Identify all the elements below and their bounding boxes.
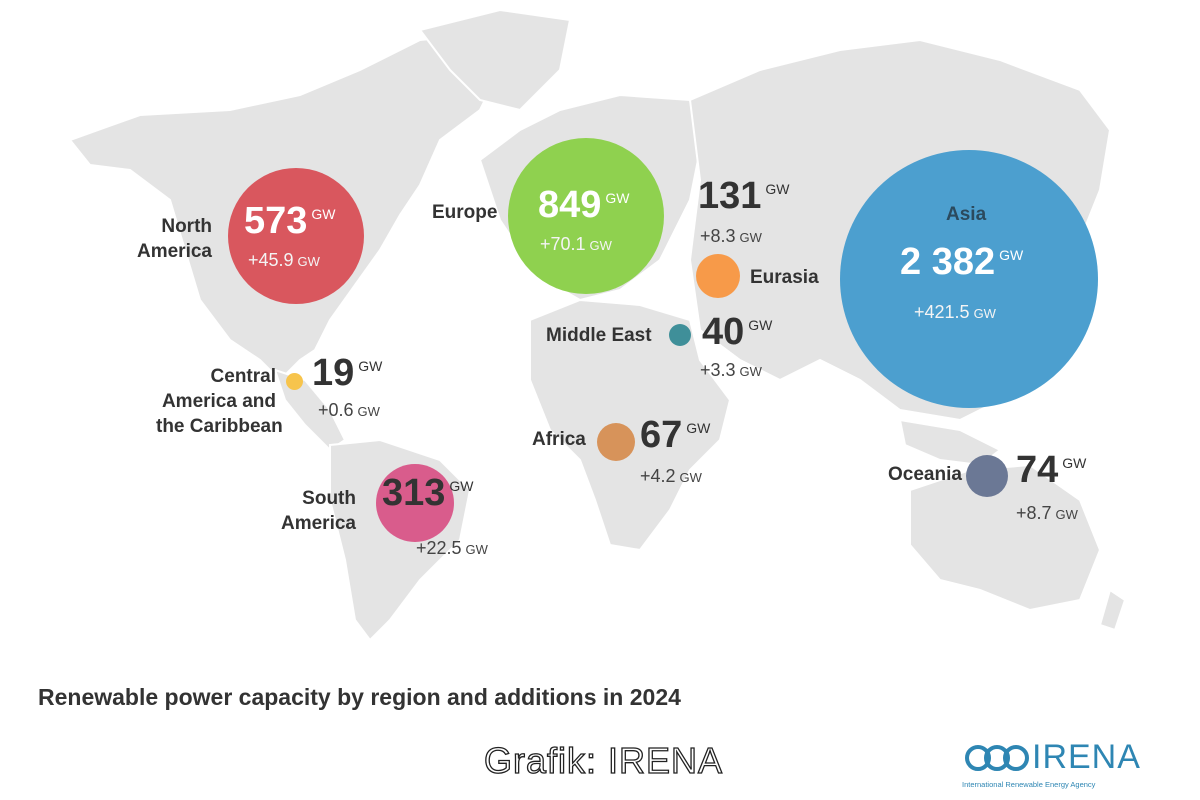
landmass-new-zealand bbox=[1098, 588, 1127, 632]
bubble-oceania bbox=[966, 455, 1008, 497]
logo-name: IRENA bbox=[1032, 738, 1141, 776]
capacity-label-asia: 2 382 GW bbox=[900, 241, 1023, 284]
capacity-value: 131 bbox=[698, 175, 762, 217]
region-label-central-america: Central America and the Caribbean bbox=[156, 366, 283, 437]
addition-label-eurasia: +8.3 GW bbox=[700, 226, 762, 247]
addition-value: +45.9 bbox=[248, 250, 294, 270]
region-label-eurasia: Eurasia bbox=[750, 267, 819, 288]
capacity-label-middle-east: 40 GW bbox=[702, 311, 772, 354]
addition-unit: GW bbox=[1055, 507, 1078, 522]
capacity-value: 19 bbox=[312, 352, 355, 394]
irena-logo: IRENA International Renewable Energy Age… bbox=[962, 736, 1162, 792]
region-label-middle-east: Middle East bbox=[546, 325, 652, 346]
addition-label-asia: +421.5 GW bbox=[914, 302, 996, 323]
addition-value: +0.6 bbox=[318, 400, 354, 420]
capacity-unit: GW bbox=[449, 478, 474, 494]
capacity-value: 67 bbox=[640, 414, 683, 456]
landmass-australia bbox=[909, 463, 1102, 612]
landmass-africa bbox=[529, 298, 732, 552]
addition-unit: GW bbox=[589, 238, 612, 253]
irena-logo-icon bbox=[965, 745, 1029, 771]
capacity-unit: GW bbox=[1062, 455, 1087, 471]
bubble-north-america bbox=[228, 168, 364, 304]
bubble-europe bbox=[508, 138, 664, 294]
addition-unit: GW bbox=[357, 404, 380, 419]
capacity-unit: GW bbox=[358, 358, 383, 374]
addition-unit: GW bbox=[739, 230, 762, 245]
addition-value: +8.7 bbox=[1016, 503, 1052, 523]
addition-unit: GW bbox=[465, 542, 488, 557]
bubble-central-america bbox=[286, 373, 303, 390]
region-label-oceania: Oceania bbox=[888, 464, 962, 485]
capacity-value: 2 382 bbox=[900, 241, 996, 283]
capacity-value: 313 bbox=[382, 472, 446, 514]
landmass-greenland bbox=[418, 8, 572, 112]
bubble-africa bbox=[597, 423, 635, 461]
capacity-label-north-america: 573 GW bbox=[244, 200, 336, 243]
capacity-label-oceania: 74 GW bbox=[1016, 449, 1086, 492]
addition-label-oceania: +8.7 GW bbox=[1016, 503, 1078, 524]
addition-label-middle-east: +3.3 GW bbox=[700, 360, 762, 381]
addition-label-central-america: +0.6 GW bbox=[318, 400, 380, 421]
bubble-eurasia bbox=[696, 254, 740, 298]
addition-label-europe: +70.1 GW bbox=[540, 234, 612, 255]
capacity-label-south-america: 313 GW bbox=[382, 472, 474, 515]
addition-unit: GW bbox=[739, 364, 762, 379]
capacity-unit: GW bbox=[999, 247, 1024, 263]
bubble-middle-east bbox=[669, 324, 691, 346]
addition-value: +8.3 bbox=[700, 226, 736, 246]
region-label-asia: Asia bbox=[946, 204, 987, 225]
capacity-unit: GW bbox=[765, 181, 790, 197]
addition-unit: GW bbox=[297, 254, 320, 269]
bubble-south-america bbox=[376, 464, 454, 542]
image-credit: Grafik: IRENA bbox=[483, 739, 724, 781]
region-label-north-america: North America bbox=[137, 216, 212, 262]
region-label-europe: Europe bbox=[432, 202, 498, 223]
addition-unit: GW bbox=[679, 470, 702, 485]
region-label-south-america: South America bbox=[281, 488, 356, 534]
capacity-value: 40 bbox=[702, 311, 745, 353]
addition-value: +22.5 bbox=[416, 538, 462, 558]
capacity-unit: GW bbox=[311, 206, 336, 222]
addition-label-south-america: +22.5 GW bbox=[416, 538, 488, 559]
logo-tagline: International Renewable Energy Agency bbox=[962, 780, 1096, 789]
addition-unit: GW bbox=[973, 306, 996, 321]
addition-value: +3.3 bbox=[700, 360, 736, 380]
region-label-africa: Africa bbox=[532, 429, 586, 450]
capacity-value: 573 bbox=[244, 200, 308, 242]
capacity-unit: GW bbox=[605, 190, 630, 206]
chart-title: Renewable power capacity by region and a… bbox=[38, 684, 681, 710]
capacity-label-europe: 849 GW bbox=[538, 184, 630, 227]
capacity-unit: GW bbox=[686, 420, 711, 436]
capacity-label-central-america: 19 GW bbox=[312, 352, 382, 395]
addition-label-africa: +4.2 GW bbox=[640, 466, 702, 487]
capacity-unit: GW bbox=[748, 317, 773, 333]
addition-value: +70.1 bbox=[540, 234, 586, 254]
addition-value: +4.2 bbox=[640, 466, 676, 486]
capacity-label-eurasia: 131 GW bbox=[698, 175, 790, 218]
addition-value: +421.5 bbox=[914, 302, 970, 322]
capacity-value: 849 bbox=[538, 184, 602, 226]
bubble-asia bbox=[840, 150, 1098, 408]
addition-label-north-america: +45.9 GW bbox=[248, 250, 320, 271]
capacity-value: 74 bbox=[1016, 449, 1059, 491]
capacity-label-africa: 67 GW bbox=[640, 414, 710, 457]
